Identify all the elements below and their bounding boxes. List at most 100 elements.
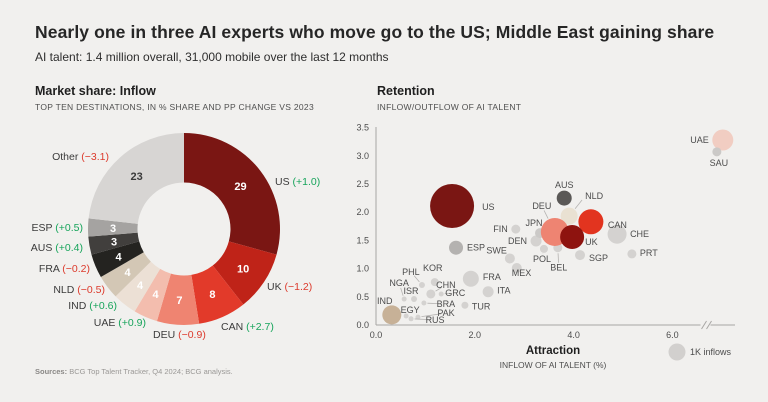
donut-value-Other: 23 [131,171,143,183]
y-tick-1.0: 1.0 [356,264,369,274]
x-axis-subtitle: INFLOW OF AI TALENT (%) [500,360,607,370]
x-axis-title: Attraction [526,345,580,357]
scatter-label-SGP: SGP [589,253,608,263]
donut-segment-CAN [191,265,244,324]
donut-label-NLD: NLD (−0.5) [53,284,105,296]
scatter-bubble-MEX [511,263,522,274]
donut-header: Market share: Inflow TOP TEN DESTINATION… [35,84,314,112]
donut-segment-Other [88,133,184,224]
scatter-bubble-NGA [401,296,407,302]
scatter-bubble-ITA [482,286,494,298]
axis-break-slash-1 [701,320,707,330]
donut-label-IND: IND (+0.6) [68,300,117,312]
y-tick-3.0: 3.0 [356,151,369,161]
scatter-bubble-FIN [511,224,521,234]
scatter-bubble-US [430,183,475,228]
leader-line-PHL [413,275,420,283]
donut-label-Other: Other (−3.1) [52,151,109,163]
y-tick-3.5: 3.5 [356,123,369,133]
scatter-title: Retention [377,84,435,98]
scatter-label-ISR: ISR [404,286,420,296]
scatter-subtitle: INFLOW/OUTFLOW OF AI TALENT [377,102,522,112]
scatter-label-FRA: FRA [483,272,501,282]
scatter-label-CAN: CAN [608,220,627,230]
scatter-label-GRC: GRC [445,288,466,298]
headline: Nearly one in three AI experts who move … [35,22,715,42]
donut-segment-FRA [91,241,144,277]
scatter-bubble-ISR [411,296,418,303]
x-tick-0.0: 0.0 [370,330,383,340]
scatter-label-PHL: PHL [402,267,420,277]
scatter-label-DEN: DEN [508,236,527,246]
scatter-bubble-SGP [575,250,586,261]
scatter-label-BEL: BEL [550,263,567,273]
scatter-label-CHE: CHE [630,229,649,239]
donut-label-ESP: ESP (+0.5) [32,222,83,234]
scatter-bubble-CAN [578,209,604,235]
scatter-bubble-RUS [408,316,414,322]
scatter-label-US: US [482,202,495,212]
donut-value-IND: 4 [137,280,144,292]
donut-value-FRA: 4 [115,251,122,263]
donut-subtitle: TOP TEN DESTINATIONS, IN % SHARE AND PP … [35,102,314,112]
y-tick-2.0: 2.0 [356,207,369,217]
scatter-label-CHN: CHN [436,280,456,290]
scatter-label-UAE: UAE [690,135,709,145]
y-tick-2.5: 2.5 [356,179,369,189]
scatter-bubble-FRA [462,270,479,287]
donut-value-ESP: 3 [110,223,116,235]
leader-line-NLD [574,199,583,209]
scatter-label-KOR: KOR [423,263,443,273]
donut-value-US: 29 [234,181,246,193]
scatter-label-POL: POL [533,254,551,264]
scatter-bubble-EGY [403,313,409,319]
scatter-bubble-PAK [415,314,421,320]
donut-segment-UAE [134,268,171,322]
donut-segment-UK [212,241,277,305]
donut-label-AUS: AUS (+0.4) [31,242,83,254]
x-tick-6.0: 6.0 [666,330,679,340]
y-tick-0.0: 0.0 [356,320,369,330]
x-tick-4.0: 4.0 [567,330,580,340]
scatter-label-RUS: RUS [426,315,445,325]
scatter-bubble-KOR [430,278,439,287]
legend-bubble-icon [668,343,686,361]
scatter-label-AUS: AUS [555,180,574,190]
scatter-header: Retention INFLOW/OUTFLOW OF AI TALENT [377,84,521,112]
scatter-bubble-PHL [418,281,425,288]
subtitle: AI talent: 1.4 million overall, 31,000 m… [35,50,389,64]
scatter-bubble-CHE [607,224,627,244]
scatter-label-EGY: EGY [401,305,420,315]
donut-value-NLD: 4 [124,267,131,279]
scatter-bubble-SWE [504,253,515,264]
leader-line-BRA [427,302,441,305]
scatter-label-ITA: ITA [497,286,510,296]
scatter-bubble-NLD [560,207,578,225]
donut-segment-ESP [88,218,138,237]
donut-segment-DEU [156,273,200,325]
leader-line-NGA [400,287,404,296]
scatter-label-BRA: BRA [437,299,456,309]
scatter-label-PAK: PAK [437,308,454,318]
scatter-label-MEX: MEX [512,268,532,278]
scatter-label-NGA: NGA [389,278,409,288]
scatter-label-NLD: NLD [585,191,604,201]
scatter-label-IND: IND [377,296,393,306]
donut-value-CAN: 8 [209,289,215,301]
scatter-bubble-POL [539,244,548,253]
scatter-bubble-TUR [461,301,469,309]
scatter-label-SWE: SWE [486,245,507,255]
donut-value-UK: 10 [237,263,249,275]
scatter-label-DEU: DEU [532,201,551,211]
legend-label: 1K inflows [690,347,732,357]
axis-break-slash-2 [706,320,712,330]
scatter-label-PRT: PRT [640,248,658,258]
leader-line-PAK [421,313,442,318]
leader-line-RUS [414,318,431,320]
scatter-label-JPN: JPN [526,218,543,228]
donut-value-UAE: 4 [152,289,159,301]
donut-title: Market share: Inflow [35,84,156,98]
scatter-chart: 0.0 0.5 1.0 1.5 2.0 2.5 3.0 3.5 0.0 2.0 4.0 6.0 US ES… [356,123,735,370]
